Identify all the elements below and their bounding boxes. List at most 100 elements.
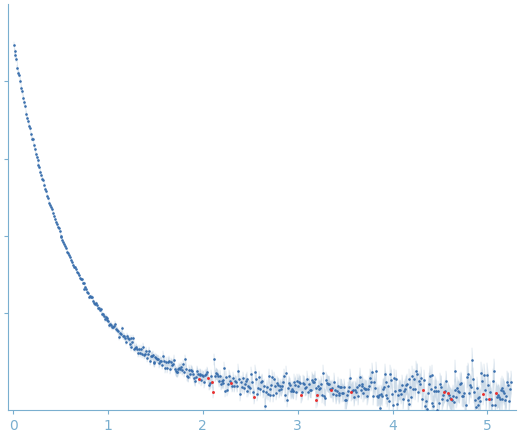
Point: [46, 201, 54, 208]
Point: [359, 389, 368, 396]
Point: [243, 387, 252, 394]
Point: [202, 371, 211, 378]
Point: [308, 379, 317, 386]
Point: [507, 379, 515, 386]
Point: [400, 385, 409, 392]
Point: [141, 347, 150, 354]
Point: [473, 395, 482, 402]
Point: [88, 293, 96, 300]
Point: [221, 387, 229, 394]
Point: [199, 373, 207, 380]
Point: [300, 380, 308, 387]
Point: [77, 276, 86, 283]
Point: [502, 393, 511, 400]
Point: [148, 351, 157, 358]
Point: [158, 361, 166, 368]
Point: [439, 392, 447, 399]
Point: [83, 288, 92, 295]
Point: [269, 392, 278, 399]
Point: [35, 164, 44, 171]
Point: [59, 239, 68, 246]
Point: [145, 347, 153, 354]
Point: [154, 356, 162, 363]
Point: [53, 221, 61, 228]
Point: [12, 56, 21, 63]
Point: [299, 379, 307, 386]
Point: [233, 367, 242, 374]
Point: [65, 252, 73, 259]
Point: [504, 382, 512, 388]
Point: [92, 299, 100, 306]
Point: [496, 396, 504, 403]
Point: [72, 266, 80, 273]
Point: [505, 397, 513, 404]
Point: [233, 383, 241, 390]
Point: [445, 392, 453, 399]
Point: [110, 323, 119, 330]
Point: [213, 371, 221, 378]
Point: [491, 402, 499, 409]
Point: [80, 279, 88, 286]
Point: [366, 374, 374, 381]
Point: [298, 388, 306, 395]
Point: [31, 151, 40, 158]
Point: [341, 397, 349, 404]
Point: [89, 298, 97, 305]
Point: [305, 381, 313, 388]
Point: [261, 402, 269, 409]
Point: [69, 261, 77, 268]
Point: [266, 385, 275, 392]
Point: [380, 383, 388, 390]
Point: [31, 145, 39, 152]
Point: [331, 392, 340, 399]
Point: [339, 389, 347, 396]
Point: [367, 378, 375, 385]
Point: [471, 396, 479, 403]
Point: [252, 375, 260, 382]
Point: [120, 333, 128, 340]
Point: [397, 390, 405, 397]
Point: [179, 361, 187, 368]
Point: [430, 402, 438, 409]
Point: [322, 377, 330, 384]
Point: [492, 394, 501, 401]
Point: [235, 376, 243, 383]
Point: [451, 386, 460, 393]
Point: [369, 392, 377, 399]
Point: [390, 375, 398, 382]
Point: [317, 381, 326, 388]
Point: [350, 394, 358, 401]
Point: [70, 263, 78, 270]
Point: [444, 389, 452, 396]
Point: [186, 371, 194, 378]
Point: [228, 382, 236, 389]
Point: [245, 383, 254, 390]
Point: [127, 344, 136, 351]
Point: [75, 274, 84, 281]
Point: [133, 346, 141, 353]
Point: [71, 264, 79, 271]
Point: [123, 333, 131, 340]
Point: [296, 380, 304, 387]
Point: [506, 386, 514, 393]
Point: [489, 377, 497, 384]
Point: [289, 388, 297, 395]
Point: [56, 232, 64, 239]
Point: [152, 355, 161, 362]
Point: [453, 385, 462, 392]
Point: [140, 351, 148, 358]
Point: [346, 374, 354, 381]
Point: [40, 181, 48, 188]
Point: [472, 403, 480, 410]
Point: [173, 369, 181, 376]
Point: [47, 203, 55, 210]
Point: [79, 279, 87, 286]
Point: [211, 372, 219, 379]
Point: [438, 395, 446, 402]
Point: [382, 391, 391, 398]
Point: [387, 376, 395, 383]
Point: [170, 356, 178, 363]
Point: [304, 389, 312, 396]
Point: [210, 356, 218, 363]
Point: [281, 392, 289, 399]
